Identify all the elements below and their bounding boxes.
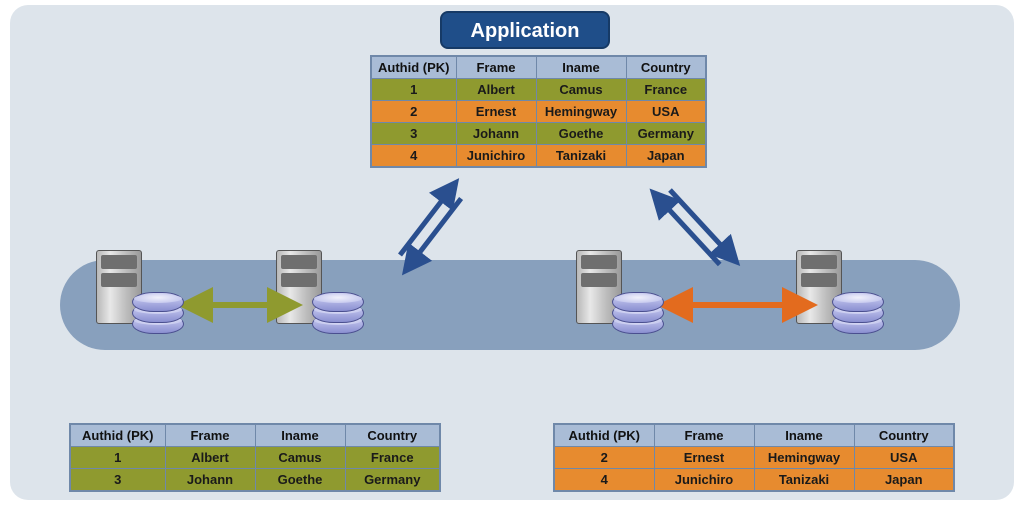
table-cell: Germany	[345, 469, 440, 492]
server-db-node	[270, 250, 370, 350]
table-cell: France	[345, 447, 440, 469]
table-header: Authid (PK)	[371, 56, 456, 79]
main-table-wrap: Authid (PK)FrameInameCountry1AlbertCamus…	[370, 55, 707, 168]
right-table-wrap: Authid (PK)FrameInameCountry2ErnestHemin…	[553, 423, 955, 492]
table-cell: Japan	[854, 469, 954, 492]
table-cell: Hemingway	[536, 101, 626, 123]
table-cell: Johann	[456, 123, 536, 145]
diagram-canvas: Application Authid (PK)FrameInameCountry…	[10, 5, 1014, 500]
application-badge-label: Application	[471, 20, 580, 42]
table-header: Authid (PK)	[554, 424, 654, 447]
table-cell: 1	[70, 447, 165, 469]
server-db-node	[90, 250, 190, 350]
table-cell: France	[626, 79, 706, 101]
table-cell: 4	[554, 469, 654, 492]
table-header: Iname	[255, 424, 345, 447]
table-cell: 2	[371, 101, 456, 123]
table-cell: 1	[371, 79, 456, 101]
table-row: 2ErnestHemingwayUSA	[371, 101, 706, 123]
table-cell: Japan	[626, 145, 706, 168]
table-row: 4JunichiroTanizakiJapan	[371, 145, 706, 168]
table-row: 2ErnestHemingwayUSA	[554, 447, 954, 469]
application-badge: Application	[440, 11, 610, 49]
table-cell: Germany	[626, 123, 706, 145]
database-icon	[312, 292, 364, 340]
table-header: Country	[854, 424, 954, 447]
table-row: 4JunichiroTanizakiJapan	[554, 469, 954, 492]
table-cell: Albert	[165, 447, 255, 469]
table-header: Iname	[536, 56, 626, 79]
server-db-node	[790, 250, 890, 350]
database-icon	[612, 292, 664, 340]
table-cell: Camus	[255, 447, 345, 469]
table-cell: USA	[854, 447, 954, 469]
table-header: Frame	[654, 424, 754, 447]
table-row: 3JohannGoetheGermany	[371, 123, 706, 145]
table-cell: Hemingway	[754, 447, 854, 469]
table-header: Iname	[754, 424, 854, 447]
table-cell: USA	[626, 101, 706, 123]
table-cell: Junichiro	[654, 469, 754, 492]
table-row: 1AlbertCamusFrance	[70, 447, 440, 469]
table-header: Authid (PK)	[70, 424, 165, 447]
table-cell: Albert	[456, 79, 536, 101]
table-cell: Camus	[536, 79, 626, 101]
table-cell: Junichiro	[456, 145, 536, 168]
table-row: 1AlbertCamusFrance	[371, 79, 706, 101]
table-cell: 3	[371, 123, 456, 145]
table-cell: Ernest	[456, 101, 536, 123]
table-cell: Johann	[165, 469, 255, 492]
table-cell: Tanizaki	[754, 469, 854, 492]
table-cell: Goethe	[536, 123, 626, 145]
table-cell: Goethe	[255, 469, 345, 492]
table-header: Country	[626, 56, 706, 79]
database-icon	[832, 292, 884, 340]
right-shard-table: Authid (PK)FrameInameCountry2ErnestHemin…	[553, 423, 955, 492]
table-header: Country	[345, 424, 440, 447]
table-cell: 3	[70, 469, 165, 492]
table-cell: 2	[554, 447, 654, 469]
left-table-wrap: Authid (PK)FrameInameCountry1AlbertCamus…	[69, 423, 441, 492]
database-icon	[132, 292, 184, 340]
table-row: 3JohannGoetheGermany	[70, 469, 440, 492]
left-shard-table: Authid (PK)FrameInameCountry1AlbertCamus…	[69, 423, 441, 492]
table-header: Frame	[165, 424, 255, 447]
table-cell: 4	[371, 145, 456, 168]
table-cell: Ernest	[654, 447, 754, 469]
main-table: Authid (PK)FrameInameCountry1AlbertCamus…	[370, 55, 707, 168]
server-db-node	[570, 250, 670, 350]
table-header: Frame	[456, 56, 536, 79]
table-cell: Tanizaki	[536, 145, 626, 168]
